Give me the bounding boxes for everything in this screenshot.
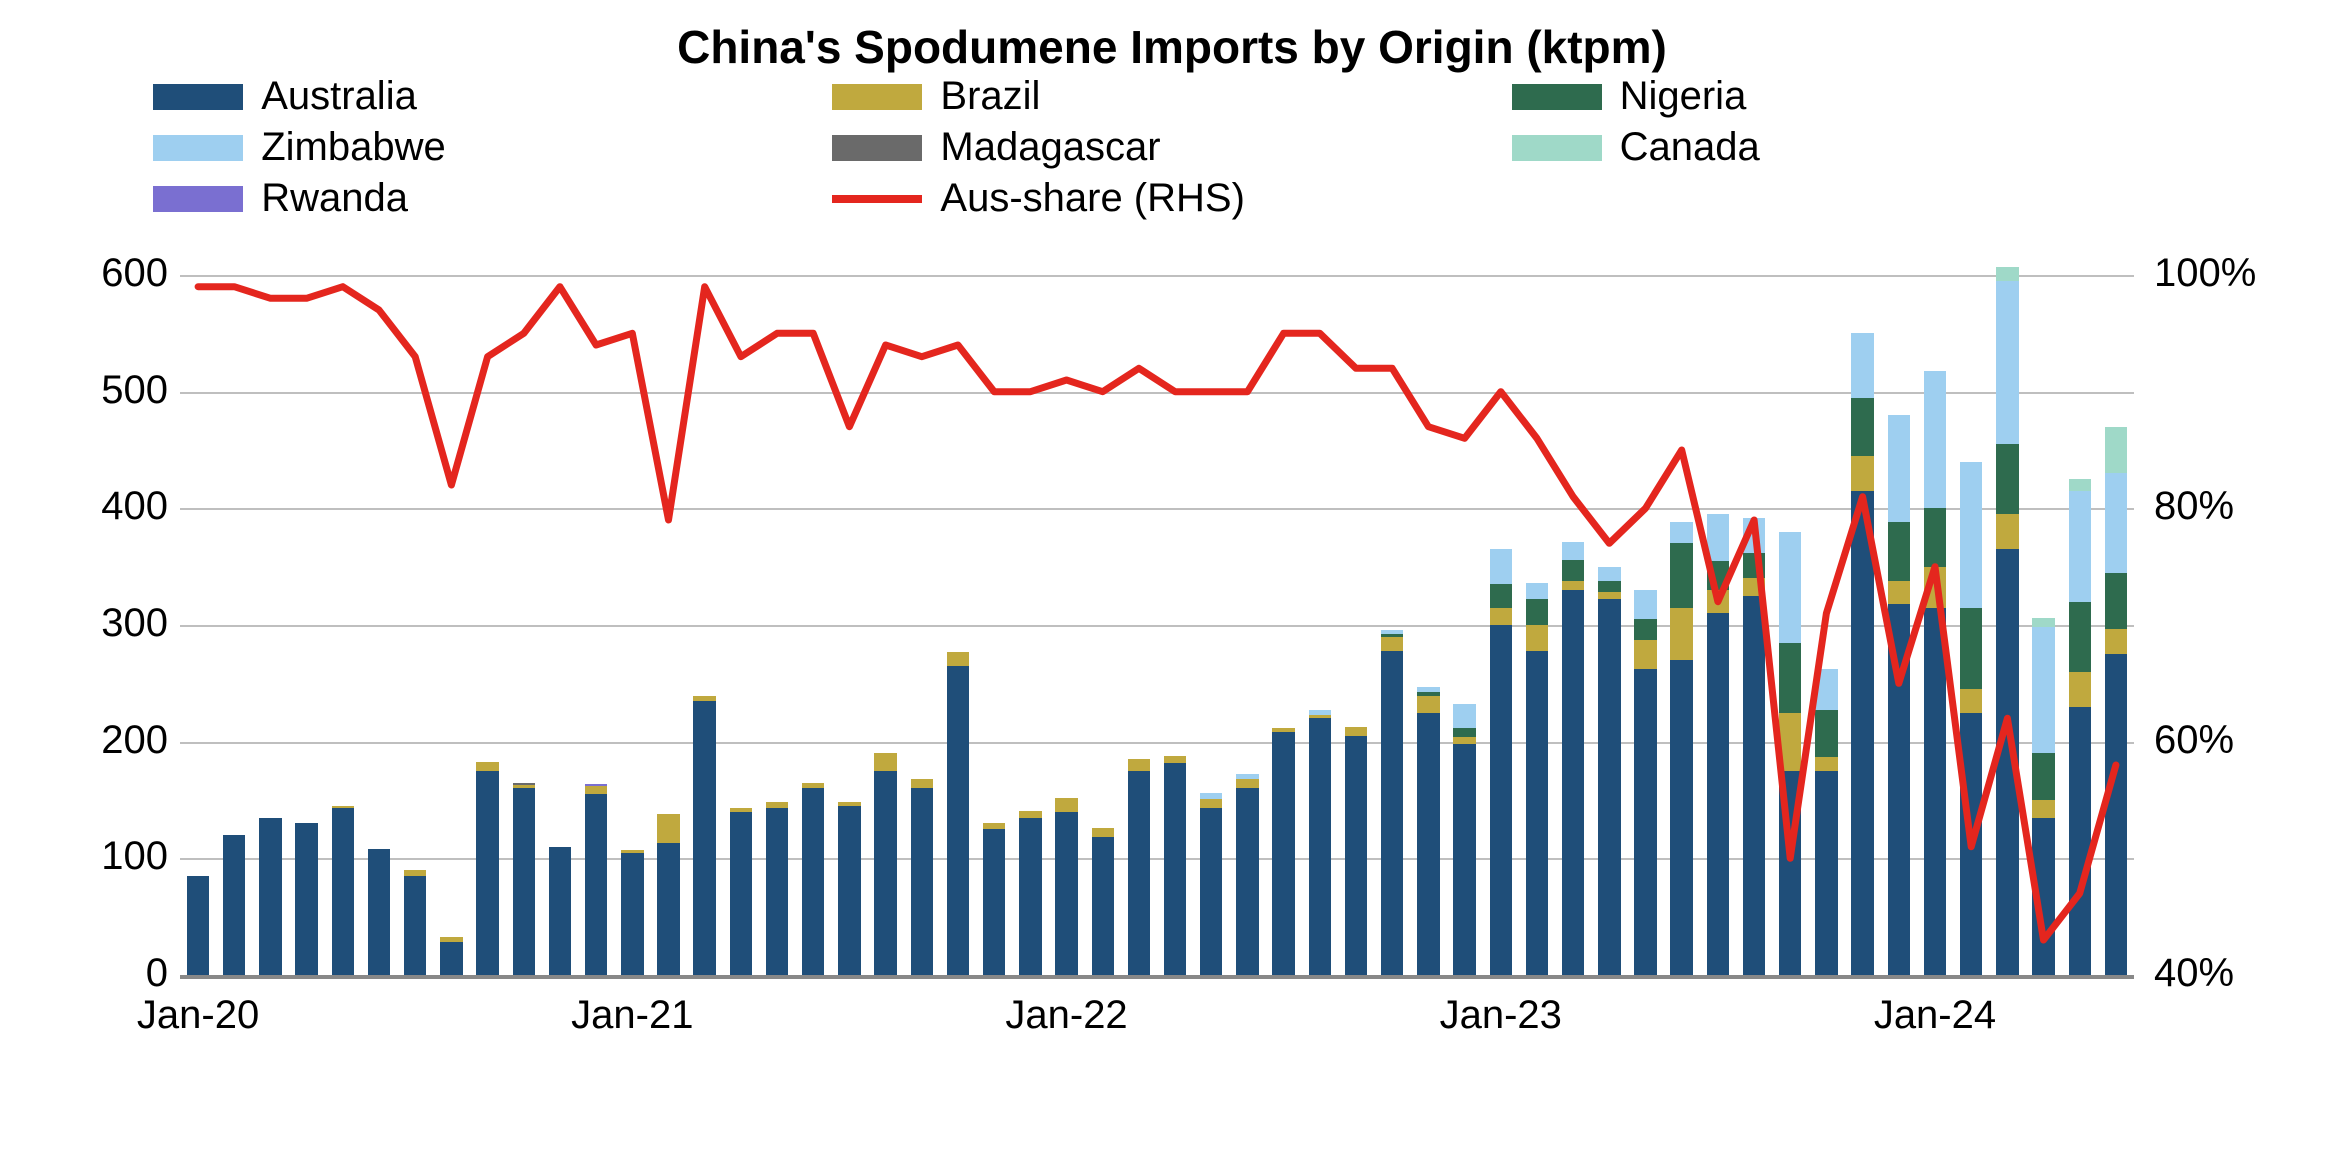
x-axis-label: Jan-20 <box>137 993 259 1038</box>
y-right-label: 60% <box>2154 718 2234 763</box>
legend-swatch <box>832 135 922 161</box>
chart-container: China's Spodumene Imports by Origin (ktp… <box>0 0 2344 1150</box>
legend-item-madagascar: Madagascar <box>832 125 1511 170</box>
plot-region <box>180 275 2134 979</box>
y-right-label: 40% <box>2154 951 2234 996</box>
line-series-svg <box>180 275 2134 975</box>
legend-label: Aus-share (RHS) <box>940 176 1245 221</box>
y-right-label: 80% <box>2154 484 2234 529</box>
legend-label: Brazil <box>940 74 1040 119</box>
legend-item-aus_share: Aus-share (RHS) <box>832 176 1511 221</box>
legend-swatch <box>1512 135 1602 161</box>
chart-title: China's Spodumene Imports by Origin (ktp… <box>40 20 2304 74</box>
y-left-label: 0 <box>146 951 168 996</box>
y-right-label: 100% <box>2154 251 2256 296</box>
legend-swatch <box>153 135 243 161</box>
legend-label: Rwanda <box>261 176 408 221</box>
legend-item-australia: Australia <box>153 74 832 119</box>
x-axis-label: Jan-22 <box>1005 993 1127 1038</box>
legend-label: Australia <box>261 74 417 119</box>
y-left-label: 200 <box>101 718 168 763</box>
x-axis-label: Jan-21 <box>571 993 693 1038</box>
legend-swatch <box>153 186 243 212</box>
x-axis-label: Jan-24 <box>1874 993 1996 1038</box>
y-left-label: 500 <box>101 368 168 413</box>
y-left-label: 300 <box>101 601 168 646</box>
legend-line-swatch <box>832 195 922 203</box>
legend: Australia Brazil Nigeria Zimbabwe Madagascar… <box>153 74 2191 221</box>
y-left-label: 400 <box>101 484 168 529</box>
legend-label: Zimbabwe <box>261 125 446 170</box>
x-axis-label: Jan-23 <box>1440 993 1562 1038</box>
legend-item-zimbabwe: Zimbabwe <box>153 125 832 170</box>
legend-swatch <box>153 84 243 110</box>
legend-item-canada: Canada <box>1512 125 2191 170</box>
y-left-label: 100 <box>101 834 168 879</box>
legend-swatch <box>832 84 922 110</box>
chart-area: 0 100 200 300 400 500 600 40% 60% 80% 100% Jan-20 Ja… <box>40 235 2304 1055</box>
legend-swatch <box>1512 84 1602 110</box>
aus-share-line <box>198 287 2116 940</box>
legend-label: Nigeria <box>1620 74 1747 119</box>
y-left-label: 600 <box>101 251 168 296</box>
legend-label: Canada <box>1620 125 1760 170</box>
legend-label: Madagascar <box>940 125 1160 170</box>
legend-item-nigeria: Nigeria <box>1512 74 2191 119</box>
legend-item-brazil: Brazil <box>832 74 1511 119</box>
legend-item-rwanda: Rwanda <box>153 176 832 221</box>
